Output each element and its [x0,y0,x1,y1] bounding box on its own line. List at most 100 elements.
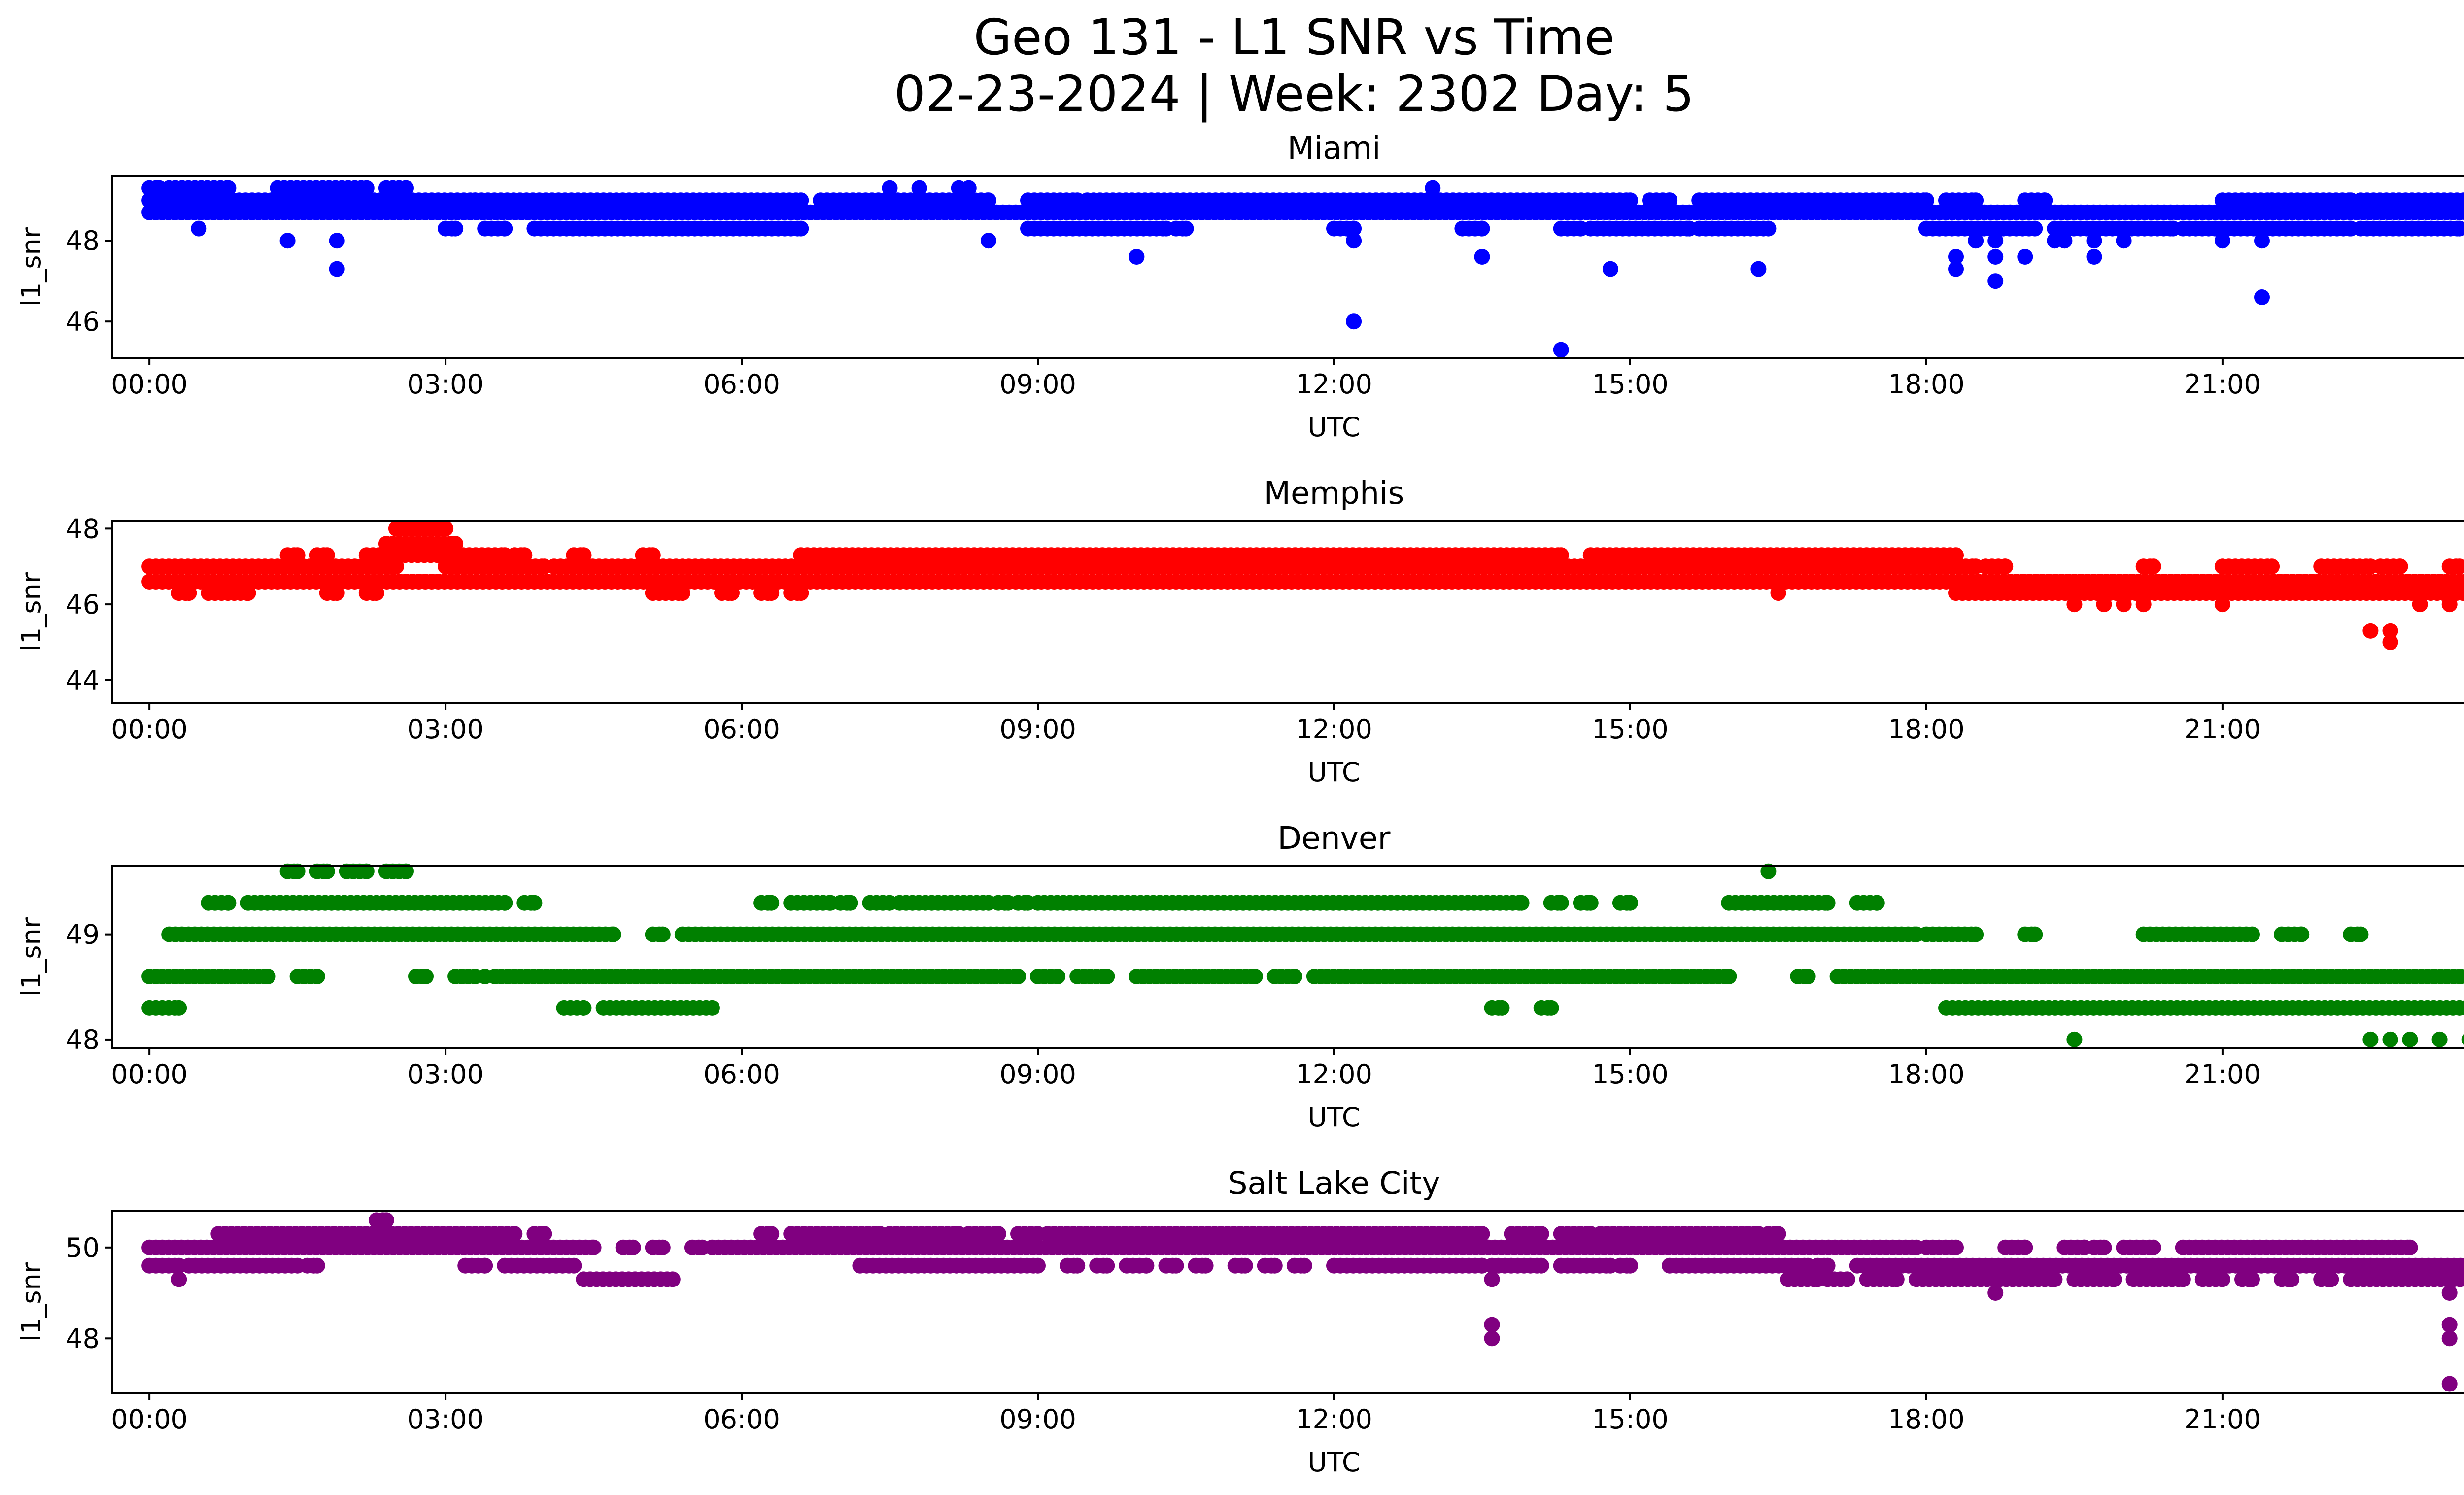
data-point [1829,574,1846,590]
data-point [2066,1031,2083,1047]
data-point [329,233,345,249]
data-point [260,969,276,984]
data-point [2382,623,2398,639]
data-point [1987,249,2004,265]
data-point [2214,596,2230,613]
data-point [1987,273,2004,289]
x-axis-label: UTC [1307,757,1360,788]
data-point [1622,192,1638,209]
data-point [1602,261,1618,277]
data-point [2451,558,2464,575]
panel-denver: Denver 00:00 03:00 06:00 09:00 12:00 15:00 18:… [16,820,2464,1133]
x-tick-label: 15:00 [1592,714,1669,745]
data-point [664,1271,681,1287]
data-point [329,585,345,601]
data-point [447,220,464,237]
data-point [1987,233,2004,249]
y-axis-ticks: 50 48 [66,1232,112,1354]
y-tick-label: 50 [66,1232,100,1263]
data-point [398,180,414,196]
data-point [1997,558,2014,575]
data-point [2455,585,2464,601]
data-point [2402,1031,2418,1047]
data-point [576,1000,592,1016]
data-point [2362,1031,2379,1047]
data-point [1346,233,1362,249]
data-point [2441,1376,2458,1392]
y-axis-label: l1_snr [16,917,47,997]
data-point [2458,969,2464,984]
data-point [2066,596,2083,613]
data-point [2353,926,2369,942]
x-tick-label: 03:00 [407,1059,484,1090]
data-point [536,1226,552,1242]
x-tick-label: 18:00 [1888,714,1965,745]
data-point [1533,1226,1549,1242]
x-tick-label: 21:00 [2184,714,2261,745]
x-tick-label: 00:00 [111,1404,188,1435]
data-point [2451,220,2464,237]
data-point [990,1226,1006,1242]
data-point [2106,1271,2122,1287]
data-point [1484,1317,1500,1333]
y-tick-label: 49 [66,919,100,950]
data-point [1968,192,1984,209]
data-point [378,1212,394,1228]
data-point [980,233,996,249]
data-point [1178,220,1194,237]
data-point [1474,249,1490,265]
scatter-points [141,180,2464,358]
data-point [497,895,513,911]
data-point [1296,1257,1312,1274]
data-point [358,180,375,196]
data-point [2254,289,2270,305]
data-point [1030,1257,1046,1274]
data-point [2461,587,2464,599]
data-point [842,895,858,911]
data-point [2244,1271,2260,1287]
data-point [1869,895,1885,911]
data-point [763,1226,780,1242]
y-axis-ticks: 48 46 [66,225,112,337]
x-tick-label: 09:00 [999,1404,1076,1435]
data-point [654,926,671,942]
x-tick-label: 09:00 [999,714,1076,745]
x-tick-label: 18:00 [1888,369,1965,400]
y-axis-label: l1_snr [16,572,47,652]
data-point [911,180,927,196]
scatter-points [141,521,2464,650]
data-point [793,585,809,601]
data-point [2458,1000,2464,1016]
data-point [438,521,454,537]
data-point [1888,1271,1905,1287]
y-axis-label: l1_snr [16,1262,47,1342]
data-point [2027,926,2043,942]
data-point [477,1257,493,1274]
x-tick-label: 21:00 [2184,369,2261,400]
data-point [2017,249,2033,265]
data-point [2037,192,2053,209]
data-point [2096,1239,2112,1255]
data-point [2086,249,2102,265]
data-point [2293,926,2310,942]
data-point [1198,1257,1214,1274]
data-point [2145,558,2161,575]
y-tick-label: 48 [66,513,100,544]
data-point [1553,895,1569,911]
data-point [2362,623,2379,639]
x-tick-label: 06:00 [703,714,780,745]
data-point [2175,1271,2191,1287]
data-point [2431,1031,2448,1047]
data-point [625,1239,641,1255]
data-point [1948,261,1964,277]
data-point [1968,926,1984,942]
x-tick-label: 00:00 [111,714,188,745]
x-tick-label: 03:00 [407,714,484,745]
y-axis-label: l1_snr [16,227,47,307]
data-point [1494,1000,1510,1016]
data-point [793,220,809,237]
scatter-points [141,863,2464,1047]
data-point [240,585,256,601]
data-point [1582,895,1599,911]
data-point [2214,1271,2230,1287]
